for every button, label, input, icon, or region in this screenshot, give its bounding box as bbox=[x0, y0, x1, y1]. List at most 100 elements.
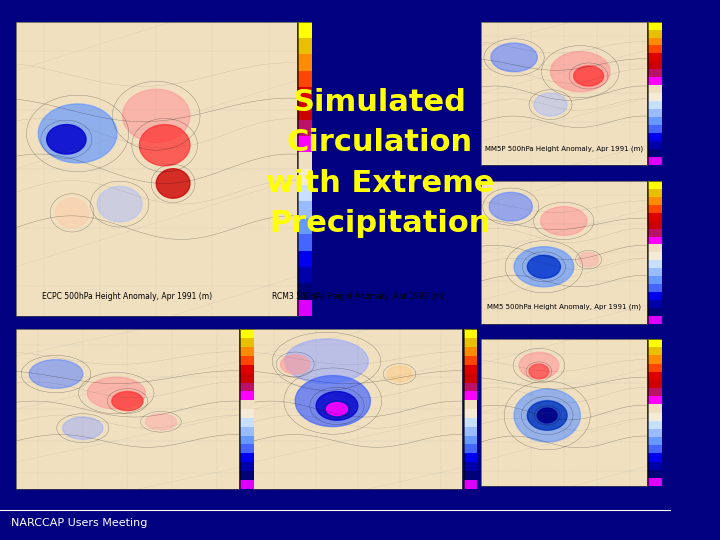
Bar bbox=[648, 413, 662, 421]
Bar bbox=[648, 30, 662, 37]
Bar bbox=[464, 347, 477, 356]
Bar bbox=[648, 292, 662, 300]
Bar bbox=[648, 85, 662, 93]
Bar bbox=[648, 93, 662, 101]
Bar bbox=[240, 329, 254, 338]
Bar bbox=[648, 462, 662, 470]
Bar bbox=[648, 388, 662, 396]
Text: ECPC 500hPa Height Anomaly, Apr 1991 (m): ECPC 500hPa Height Anomaly, Apr 1991 (m) bbox=[42, 292, 212, 301]
Bar bbox=[464, 356, 477, 365]
Polygon shape bbox=[285, 339, 368, 383]
Bar bbox=[464, 338, 477, 347]
Bar bbox=[298, 22, 312, 38]
Bar bbox=[240, 444, 254, 453]
Polygon shape bbox=[295, 376, 370, 427]
Bar bbox=[298, 71, 312, 87]
Bar bbox=[464, 329, 477, 338]
Bar bbox=[464, 427, 477, 436]
Bar bbox=[648, 316, 662, 324]
Bar bbox=[464, 409, 477, 418]
Bar bbox=[464, 436, 477, 444]
Bar bbox=[648, 221, 662, 228]
Polygon shape bbox=[122, 89, 190, 142]
Bar bbox=[648, 396, 662, 404]
Polygon shape bbox=[316, 392, 358, 420]
Bar bbox=[464, 444, 477, 453]
Bar bbox=[648, 133, 662, 141]
Bar bbox=[240, 409, 254, 418]
Bar bbox=[648, 189, 662, 197]
Bar bbox=[648, 157, 662, 165]
Polygon shape bbox=[97, 186, 143, 222]
Bar bbox=[648, 109, 662, 117]
Bar bbox=[240, 462, 254, 471]
Bar bbox=[648, 429, 662, 437]
Bar bbox=[648, 37, 662, 45]
Bar bbox=[648, 355, 662, 363]
Bar bbox=[240, 436, 254, 444]
Bar bbox=[298, 87, 312, 103]
Bar bbox=[648, 237, 662, 245]
Bar bbox=[464, 365, 477, 374]
Bar bbox=[648, 141, 662, 149]
Bar bbox=[648, 45, 662, 53]
Polygon shape bbox=[574, 66, 603, 86]
Bar bbox=[648, 149, 662, 157]
Polygon shape bbox=[63, 417, 103, 440]
Bar bbox=[648, 53, 662, 62]
Bar bbox=[648, 404, 662, 413]
Polygon shape bbox=[541, 207, 587, 235]
Bar bbox=[648, 454, 662, 462]
Bar bbox=[464, 392, 477, 400]
Bar bbox=[240, 356, 254, 365]
Bar bbox=[240, 471, 254, 480]
Bar bbox=[464, 462, 477, 471]
Polygon shape bbox=[47, 125, 86, 154]
Bar bbox=[298, 55, 312, 71]
Polygon shape bbox=[145, 414, 176, 430]
Polygon shape bbox=[527, 401, 567, 430]
Polygon shape bbox=[87, 377, 145, 409]
Bar bbox=[240, 400, 254, 409]
Bar bbox=[648, 22, 662, 30]
Bar bbox=[648, 372, 662, 380]
Bar bbox=[298, 168, 312, 185]
Bar bbox=[464, 400, 477, 409]
Text: RCM3 500hPa Height Anomaly, Apr 1991 (m): RCM3 500hPa Height Anomaly, Apr 1991 (m) bbox=[272, 292, 444, 301]
Bar bbox=[298, 283, 312, 300]
Bar bbox=[298, 218, 312, 234]
Bar bbox=[464, 480, 477, 489]
Text: MM5P 500hPa Height Anomaly, Apr 1991 (m): MM5P 500hPa Height Anomaly, Apr 1991 (m) bbox=[485, 146, 643, 152]
Bar bbox=[240, 453, 254, 462]
Bar bbox=[648, 276, 662, 284]
Bar bbox=[648, 245, 662, 252]
Bar bbox=[240, 365, 254, 374]
Bar bbox=[648, 478, 662, 486]
Polygon shape bbox=[534, 93, 567, 116]
Bar bbox=[648, 205, 662, 213]
Polygon shape bbox=[537, 408, 557, 423]
Bar bbox=[240, 374, 254, 382]
Bar bbox=[648, 213, 662, 221]
Polygon shape bbox=[551, 52, 610, 92]
Bar bbox=[648, 437, 662, 445]
Bar bbox=[648, 260, 662, 268]
Polygon shape bbox=[327, 403, 347, 415]
Polygon shape bbox=[514, 247, 574, 287]
Bar bbox=[648, 197, 662, 205]
Bar bbox=[298, 103, 312, 120]
Bar bbox=[648, 363, 662, 372]
Polygon shape bbox=[38, 104, 117, 163]
Polygon shape bbox=[579, 253, 598, 267]
Bar bbox=[464, 471, 477, 480]
Bar bbox=[648, 380, 662, 388]
Polygon shape bbox=[156, 169, 190, 198]
Bar bbox=[240, 418, 254, 427]
Bar bbox=[648, 268, 662, 276]
Bar bbox=[648, 181, 662, 189]
Bar bbox=[648, 284, 662, 292]
Bar bbox=[648, 62, 662, 69]
Polygon shape bbox=[112, 392, 143, 410]
Bar bbox=[298, 136, 312, 152]
Text: MM5 500hPa Height Anomaly, Apr 1991 (m): MM5 500hPa Height Anomaly, Apr 1991 (m) bbox=[487, 304, 641, 310]
